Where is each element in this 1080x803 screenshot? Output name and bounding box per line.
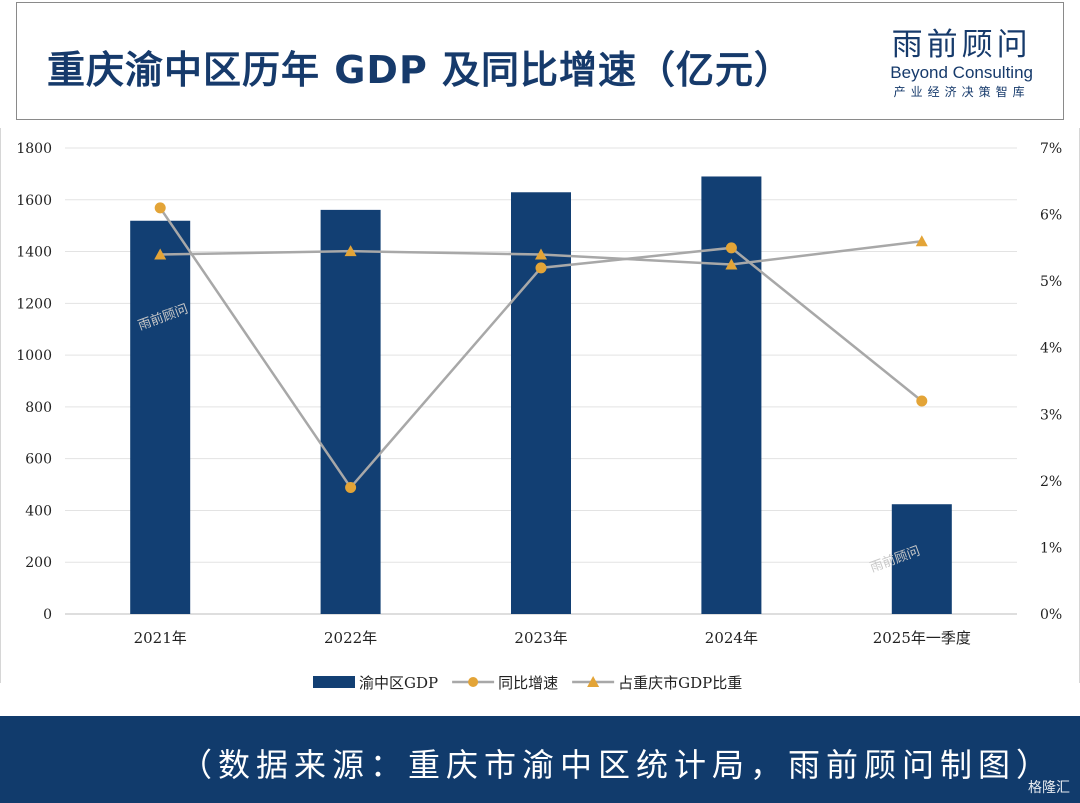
x-tick-label: 2022年 <box>324 629 377 647</box>
data-source-note: （数据来源：重庆市渝中区统计局，雨前顾问制图） <box>180 746 1055 784</box>
x-tick-label: 2025年一季度 <box>873 629 971 647</box>
y-tick-label: 600 <box>25 452 52 468</box>
y-tick-label: 0 <box>43 607 52 623</box>
y-axis-left: 0 200 400 600 800 1000 1200 1400 1600 1800 <box>16 141 52 623</box>
bar-series <box>130 176 952 614</box>
y-axis-right: 0% 1% 2% 3% 4% 5% 6% 7% <box>1040 141 1062 623</box>
brand-tagline: 产业经济决策智库 <box>893 85 1030 99</box>
data-point <box>344 245 357 257</box>
y2-tick-label: 0% <box>1040 607 1062 623</box>
y-tick-label: 200 <box>25 555 52 571</box>
data-point <box>535 262 547 274</box>
data-point <box>345 482 357 494</box>
brand-name-cn: 雨前顾问 <box>891 27 1032 63</box>
left-divider <box>0 128 1 683</box>
x-tick-label: 2023年 <box>514 629 567 647</box>
legend-label: 占重庆市GDP比重 <box>618 674 742 692</box>
y-tick-label: 400 <box>25 503 52 519</box>
y-tick-label: 1000 <box>16 348 52 364</box>
y-tick-label: 1200 <box>16 296 52 312</box>
data-point <box>725 242 737 254</box>
y-tick-label: 800 <box>25 400 52 416</box>
combo-chart: 0 200 400 600 800 1000 1200 1400 1600 1800 0% 1% 2%… <box>16 141 1062 692</box>
y2-tick-label: 2% <box>1040 474 1062 490</box>
legend: 渝中区GDP 同比增速 占重庆市GDP比重 <box>313 674 742 692</box>
header: 重庆渝中区历年 GDP 及同比增速（亿元） 雨前顾问 Beyond Consul… <box>16 2 1064 120</box>
x-tick-label: 2021年 <box>134 629 187 647</box>
brand-logo: 雨前顾问 Beyond Consulting 产业经济决策智库 <box>890 27 1033 101</box>
y2-tick-label: 1% <box>1040 540 1062 556</box>
data-point <box>154 202 166 214</box>
brand-name-en: Beyond Consulting <box>890 63 1033 82</box>
line-series <box>154 202 928 494</box>
page-title: 重庆渝中区历年 GDP 及同比增速（亿元） <box>47 48 794 92</box>
corner-logo: 格隆汇 <box>1028 780 1070 796</box>
y-tick-label: 1400 <box>16 245 52 261</box>
legend-marker <box>468 677 479 687</box>
legend-label: 同比增速 <box>498 674 558 692</box>
y2-tick-label: 5% <box>1040 274 1062 290</box>
y2-tick-label: 3% <box>1040 407 1062 423</box>
bar <box>320 209 381 614</box>
bar <box>701 176 762 614</box>
y-tick-label: 1600 <box>16 193 52 209</box>
footer: （数据来源：重庆市渝中区统计局，雨前顾问制图） 格隆汇 <box>0 716 1080 803</box>
legend-swatch <box>313 676 355 688</box>
x-axis: 2021年 2022年 2023年 2024年 2025年一季度 <box>134 629 971 647</box>
data-point <box>916 395 928 407</box>
data-point <box>725 258 738 270</box>
y2-tick-label: 4% <box>1040 341 1062 357</box>
legend-marker <box>587 676 600 687</box>
bar <box>130 220 191 614</box>
x-tick-label: 2024年 <box>705 629 758 647</box>
y-tick-label: 1800 <box>16 141 52 157</box>
y2-tick-label: 6% <box>1040 208 1062 224</box>
bar <box>891 504 952 614</box>
data-point <box>535 248 547 260</box>
legend-label: 渝中区GDP <box>359 674 438 692</box>
y2-tick-label: 7% <box>1040 141 1062 157</box>
data-point <box>915 235 928 247</box>
data-point <box>154 248 167 260</box>
